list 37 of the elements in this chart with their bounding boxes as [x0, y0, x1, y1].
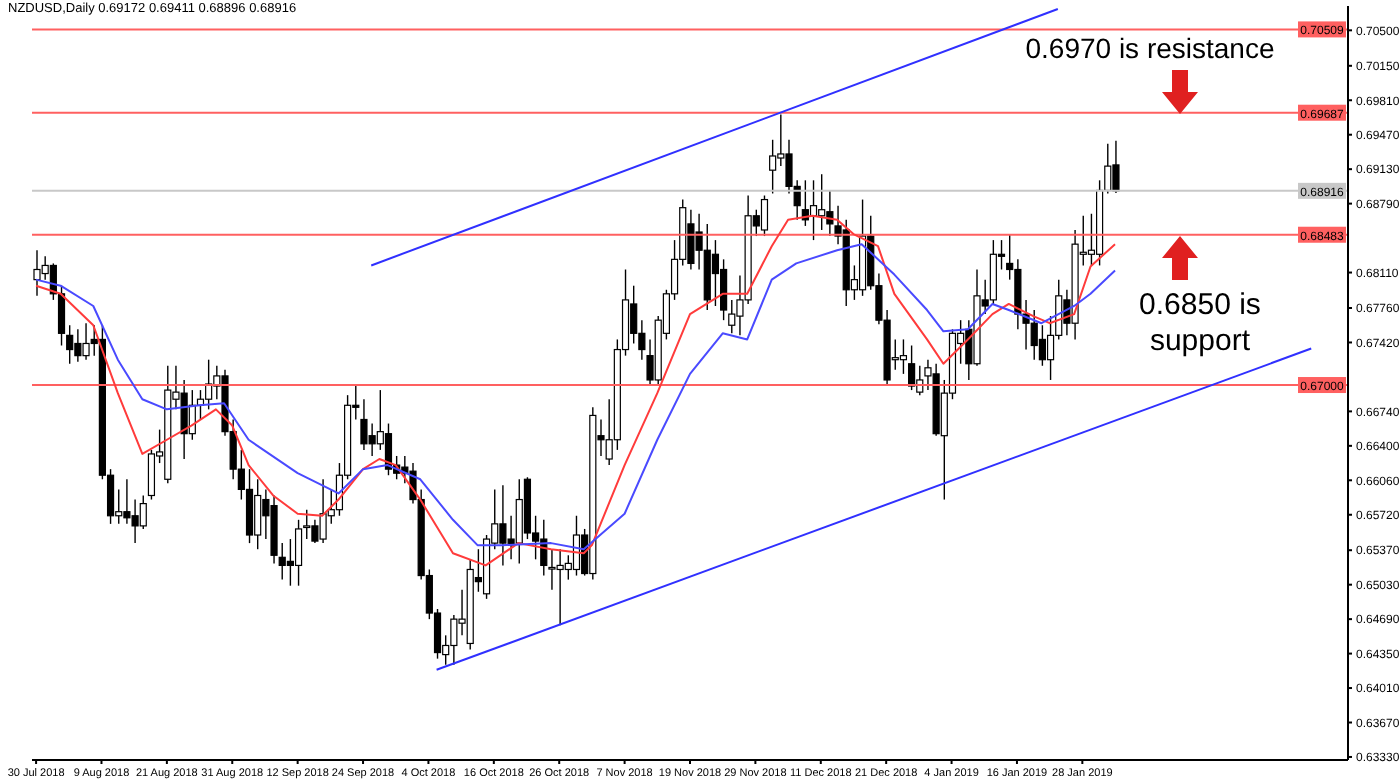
candlestick [711, 239, 720, 307]
candlestick [254, 478, 262, 550]
candlestick [899, 338, 908, 375]
candlestick [319, 478, 327, 544]
candlestick [278, 542, 286, 581]
candlestick [989, 239, 997, 305]
candlestick [769, 139, 777, 195]
candlestick [499, 484, 507, 567]
candlestick [556, 548, 564, 626]
annotation: 0.6970 is resistance [1023, 32, 1277, 64]
candlestick [548, 548, 556, 591]
candlestick [908, 344, 916, 391]
candlestick [1030, 309, 1038, 361]
candlestick [57, 285, 66, 347]
candlestick [74, 328, 82, 363]
candlestick [687, 209, 695, 271]
candlestick [630, 285, 638, 345]
annotation: 0.6850 is support [1137, 288, 1263, 360]
candlestick [205, 358, 213, 411]
candlestick [1112, 139, 1120, 194]
candlestick [760, 194, 769, 237]
candlestick [720, 258, 728, 321]
candlestick [82, 322, 90, 361]
candlestick [818, 173, 826, 231]
candlestick [515, 478, 523, 565]
candlestick [360, 398, 368, 451]
candlestick [728, 299, 736, 335]
candlestick [245, 468, 254, 544]
candlestick [368, 422, 376, 457]
candlestick [139, 494, 147, 530]
candlestick [303, 508, 311, 540]
candlestick [66, 324, 74, 365]
candlestick [1104, 143, 1112, 195]
candlestick [33, 249, 41, 297]
candlestick [147, 449, 156, 501]
candlestick [294, 519, 303, 587]
candlestick [1038, 324, 1046, 367]
